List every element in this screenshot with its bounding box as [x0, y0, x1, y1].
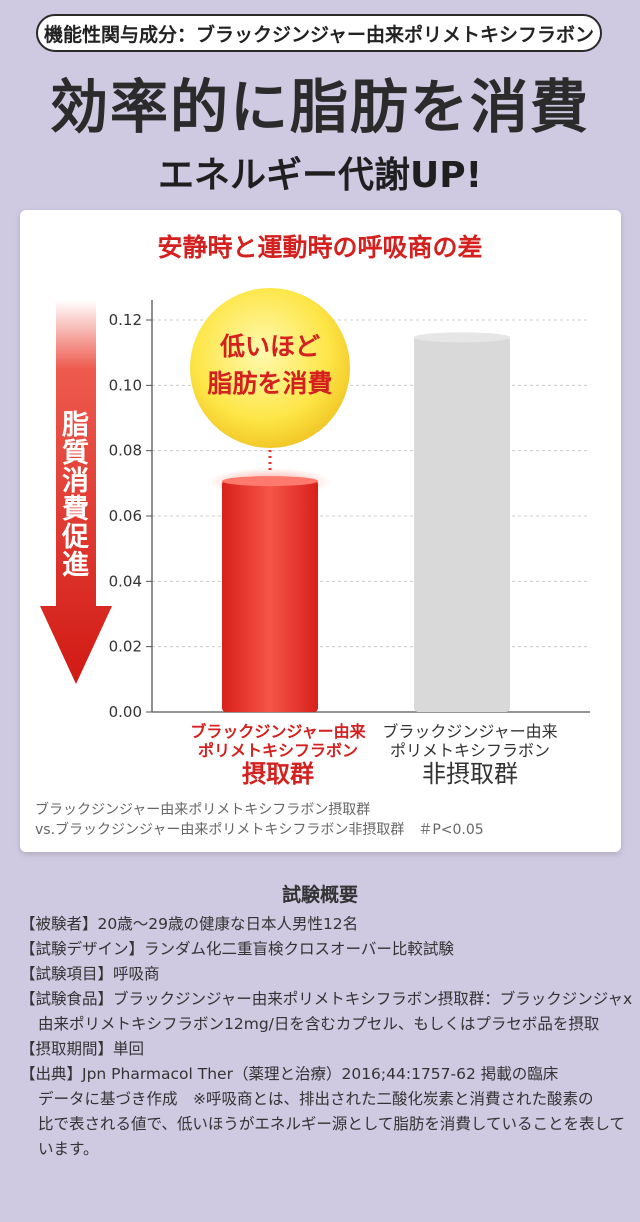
- summary-line: 【出典】Jpn Pharmacol Ther（薬理と治療）2016;44:175…: [20, 1065, 559, 1083]
- x-label-intake-line2: ポリメトキシフラボン: [197, 741, 358, 761]
- x-label-non-intake-line1: ブラックジンジャー由来: [382, 722, 558, 741]
- x-label-non-intake: ブラックジンジャー由来 ポリメトキシフラボン 非摂取群: [370, 722, 570, 789]
- arrow-label: 脂質消費促進: [57, 410, 88, 578]
- headline: 効率的に脂肪を消費: [49, 73, 590, 141]
- chart-note-line2: vs.ブラックジンジャー由来ポリメトキシフラボン非摂取群 ＃P<0.05: [35, 822, 484, 838]
- summary-line: 【被験者】20歳〜29歳の健康な日本人男性12名: [20, 915, 359, 933]
- summary-title: 試験概要: [281, 884, 358, 906]
- ingredient-badge: 機能性関与成分：ブラックジンジャー由来ポリメトキシフラボン: [36, 14, 602, 52]
- summary-line: データに基づき作成 ※呼吸商とは、排出された二酸化炭素と消費された酸素の: [38, 1090, 594, 1108]
- x-label-non-intake-line2: ポリメトキシフラボン: [389, 741, 550, 761]
- chart-title: 安静時と運動時の呼吸商の差: [157, 233, 483, 262]
- summary-line: 比で表される値で、低いほうがエネルギー源として脂肪を消費していることを表して: [38, 1115, 625, 1133]
- chart-note-line1: ブラックジンジャー由来ポリメトキシフラボン摂取群: [35, 802, 371, 818]
- summary-line: 【試験項目】呼吸商: [20, 965, 160, 983]
- summary-body: 【被験者】20歳〜29歳の健康な日本人男性12名 【試験デザイン】ランダム化二重…: [20, 912, 633, 1162]
- summary-line: 由来ポリメトキシフラボン12mg/日を含むカプセル、もしくはプラセボ品を摂取: [38, 1015, 600, 1033]
- summary-line: 【摂取期間】単回: [20, 1040, 145, 1058]
- summary-line: 【試験食品】ブラックジンジャー由来ポリメトキシフラボン摂取群：ブラックジンジャx: [20, 990, 633, 1008]
- x-label-intake-line1: ブラックジンジャー由来: [190, 722, 366, 741]
- x-label-intake-line3: 摂取群: [242, 760, 314, 789]
- chart-note: ブラックジンジャー由来ポリメトキシフラボン摂取群 vs.ブラックジンジャー由来ポリ…: [35, 800, 484, 840]
- summary-line: 【試験デザイン】ランダム化二重盲検クロスオーバー比較試験: [20, 940, 454, 958]
- summary-line: います。: [38, 1140, 99, 1158]
- x-label-non-intake-line3: 非摂取群: [422, 760, 518, 789]
- x-label-intake: ブラックジンジャー由来 ポリメトキシフラボン 摂取群: [168, 722, 388, 789]
- subheadline: エネルギー代謝UP!: [157, 155, 483, 196]
